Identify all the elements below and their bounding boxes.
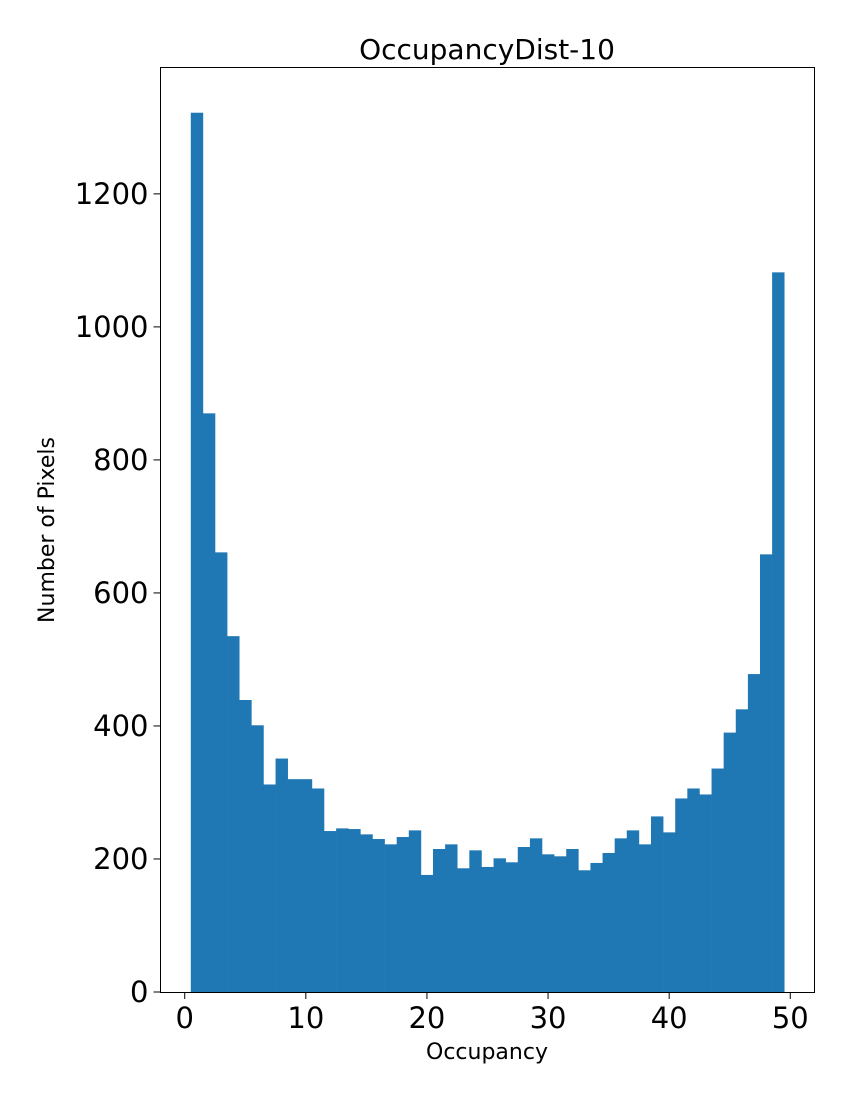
histogram-bar [311, 788, 325, 992]
histogram-bar [299, 779, 313, 992]
histogram-bar [529, 838, 543, 992]
histogram-bar [227, 636, 240, 992]
histogram-bar [517, 847, 531, 992]
histogram-bar [348, 829, 361, 992]
histogram-bar [190, 112, 204, 992]
histogram-bar [336, 828, 349, 992]
histogram-bar [360, 834, 373, 992]
y-tick-label: 200 [93, 842, 148, 876]
histogram-bar [638, 844, 652, 992]
histogram-bar [202, 413, 216, 993]
histogram-bar [687, 788, 700, 992]
histogram-bar [723, 732, 737, 992]
y-tick-label: 1000 [75, 310, 149, 344]
bars [190, 112, 785, 993]
x-tick-label: 20 [408, 1001, 445, 1035]
histogram-bar [566, 849, 579, 992]
histogram-bar [215, 552, 228, 992]
y-tick-label: 800 [93, 443, 148, 477]
y-tick-label: 400 [93, 709, 148, 743]
histogram-bar [433, 849, 446, 992]
histogram-bar [772, 272, 785, 992]
histogram-bar [554, 856, 567, 992]
histogram-bar [324, 831, 337, 992]
x-tick-label: 40 [651, 1001, 688, 1035]
y-tick-label: 600 [93, 576, 148, 610]
histogram-bar [275, 758, 288, 992]
histogram-bar [372, 839, 385, 992]
histogram-bar [287, 779, 301, 992]
x-tick-label: 0 [175, 1001, 193, 1035]
chart-title: OccupancyDist-10 [359, 33, 615, 66]
histogram-bar [396, 837, 410, 992]
histogram-bar [578, 870, 591, 992]
histogram-bar [239, 700, 252, 992]
histogram-bar [699, 794, 712, 992]
histogram-bar [457, 868, 470, 992]
y-axis: 0 200 400 600 800 1000 1200 [75, 177, 161, 1009]
histogram-bar [251, 725, 264, 992]
x-axis-label: Occupancy [426, 1040, 548, 1065]
histogram-bar [263, 784, 276, 992]
histogram-bar [760, 554, 773, 992]
histogram-bar [735, 709, 749, 992]
histogram-bar [505, 862, 519, 992]
histogram-bar [651, 816, 664, 992]
histogram-bar [602, 852, 615, 992]
histogram-bar [408, 830, 422, 992]
histogram-bar [493, 858, 506, 992]
histogram-bar [663, 832, 676, 992]
histogram-bar [542, 854, 555, 992]
y-axis-label: Number of Pixels [35, 437, 60, 623]
plot-frame [160, 67, 815, 993]
histogram-bar [747, 674, 761, 992]
histogram-bar [469, 850, 482, 992]
x-axis: 0 10 20 30 40 50 [175, 992, 809, 1035]
x-tick-label: 30 [530, 1001, 567, 1035]
histogram-bar [445, 844, 458, 992]
y-tick-label: 0 [130, 975, 148, 1009]
histogram-bar [711, 768, 724, 992]
histogram-bar [675, 798, 688, 992]
y-tick-label: 1200 [75, 177, 149, 211]
histogram-bar [481, 866, 494, 992]
histogram-bar [626, 830, 640, 992]
x-tick-label: 50 [772, 1001, 809, 1035]
histogram-bar [384, 844, 397, 992]
x-tick-label: 10 [287, 1001, 324, 1035]
histogram-bar [590, 862, 603, 992]
histogram-bar [614, 838, 628, 992]
histogram-bar [420, 874, 434, 992]
